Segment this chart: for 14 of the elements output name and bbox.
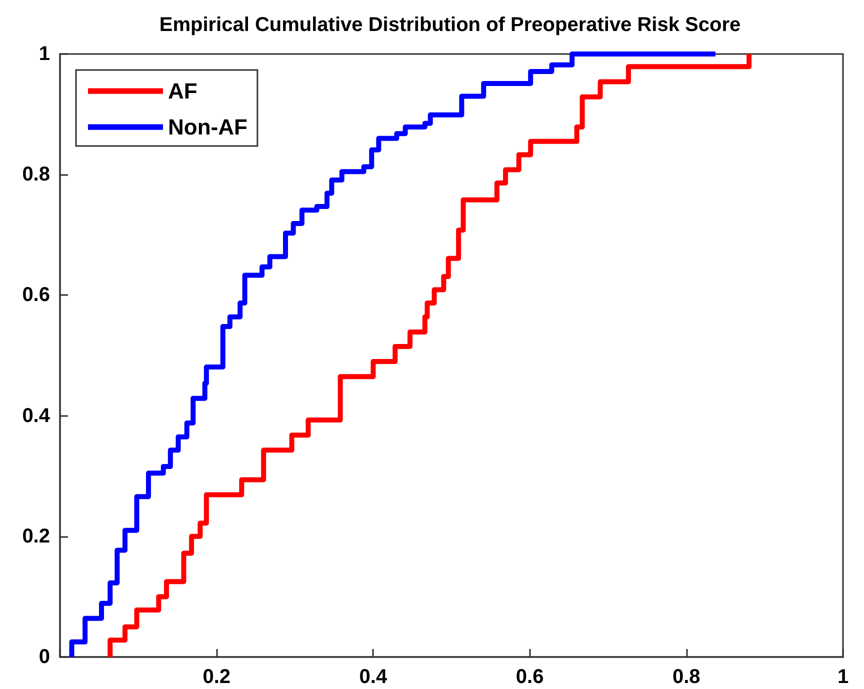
- y-tick-label: 0.6: [22, 284, 50, 306]
- x-tick-label: 0.4: [359, 666, 388, 688]
- y-tick-label: 0: [38, 646, 50, 668]
- x-tick-label: 1: [837, 666, 849, 688]
- y-tick-label: 0.2: [22, 525, 50, 548]
- y-tick-label: 1: [38, 43, 50, 65]
- y-tick-label: 0.4: [22, 404, 51, 427]
- legend-label: Non-AF: [168, 114, 248, 140]
- legend-label: AF: [168, 78, 198, 104]
- x-tick-label: 0.8: [672, 666, 700, 688]
- x-tick-label: 0.2: [202, 666, 231, 688]
- chart-title: Empirical Cumulative Distribution of Preoperative Risk Score: [159, 14, 741, 36]
- x-tick-label: 0.6: [516, 666, 544, 688]
- y-tick-label: 0.8: [22, 164, 50, 186]
